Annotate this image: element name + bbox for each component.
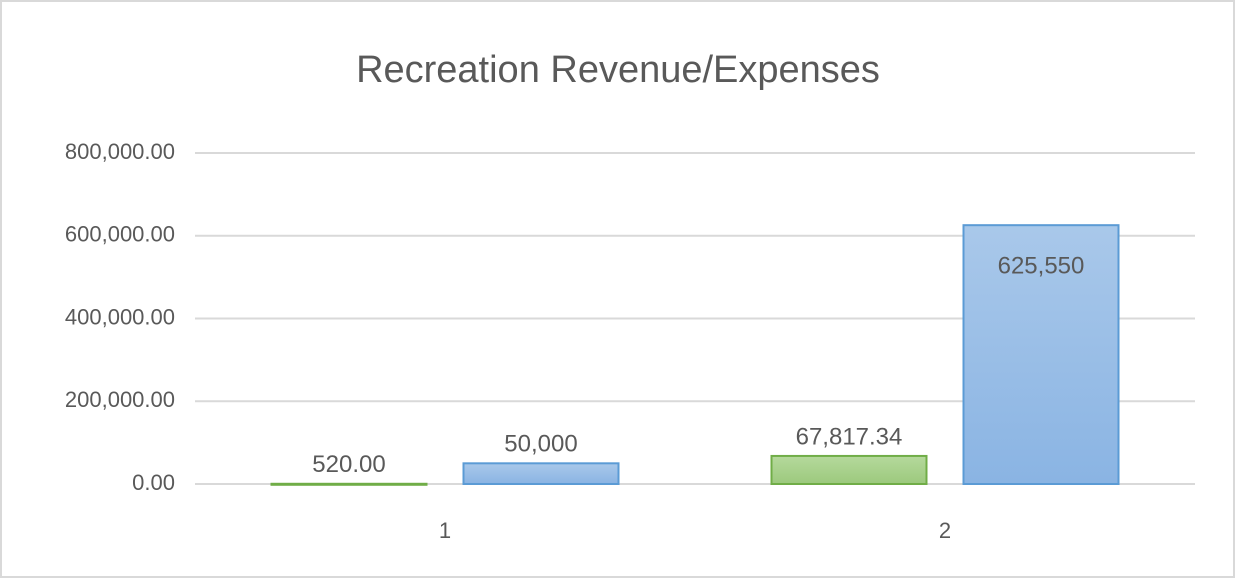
data-label: 67,817.34 xyxy=(796,423,903,450)
y-tick-label: 600,000.00 xyxy=(65,222,175,247)
data-label: 520.00 xyxy=(312,451,385,478)
x-tick-label: 1 xyxy=(439,518,451,543)
y-tick-label: 200,000.00 xyxy=(65,387,175,412)
y-tick-label: 800,000.00 xyxy=(65,139,175,164)
data-label: 50,000 xyxy=(504,431,577,458)
x-tick-label: 2 xyxy=(939,518,951,543)
bar xyxy=(270,482,428,486)
bar xyxy=(770,454,928,486)
bar xyxy=(962,224,1120,485)
data-label: 625,550 xyxy=(998,253,1085,280)
bar xyxy=(462,462,620,485)
y-tick-label: 0.00 xyxy=(132,470,175,495)
y-tick-label: 400,000.00 xyxy=(65,304,175,329)
chart-title: Recreation Revenue/Expenses xyxy=(356,49,880,91)
